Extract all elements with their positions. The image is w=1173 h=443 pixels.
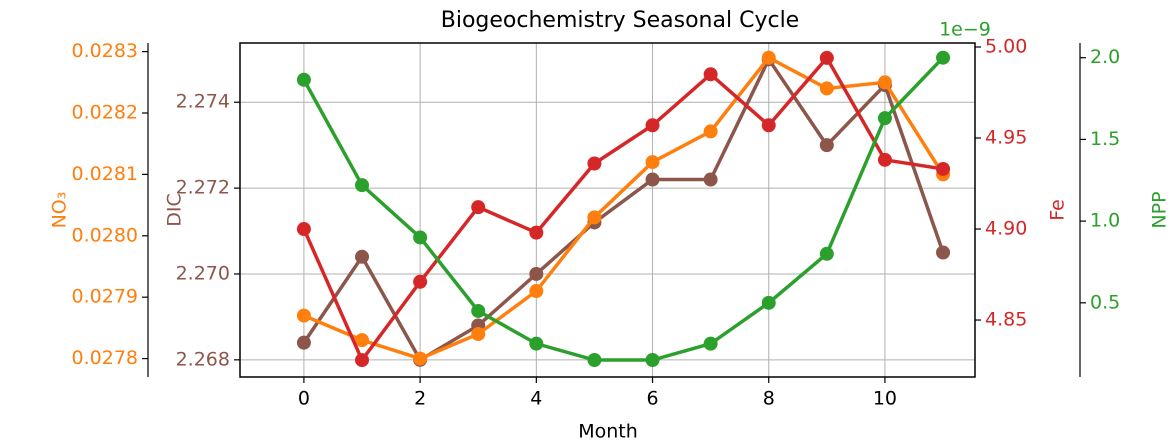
y-tick-label: 0.0283 bbox=[72, 40, 138, 62]
x-axis-label: Month bbox=[578, 421, 638, 443]
x-tick-label: 6 bbox=[646, 388, 658, 410]
marker bbox=[936, 161, 951, 176]
chart-title: Biogeochemistry Seasonal Cycle bbox=[441, 8, 799, 33]
marker bbox=[587, 353, 602, 368]
x-tick-label: 2 bbox=[414, 388, 426, 410]
marker bbox=[587, 210, 602, 225]
y-tick-label: 1.5 bbox=[1090, 128, 1120, 150]
marker bbox=[645, 353, 660, 368]
marker bbox=[936, 50, 951, 65]
marker bbox=[471, 327, 486, 342]
marker bbox=[819, 246, 834, 261]
line bbox=[302, 54, 944, 364]
marker bbox=[355, 178, 370, 193]
y-tick-label: 0.0279 bbox=[72, 286, 138, 308]
y-tick-label: 2.270 bbox=[176, 262, 230, 284]
marker bbox=[529, 266, 544, 281]
y-axis-label: NPP bbox=[1149, 191, 1171, 228]
y-axis-label: NO₃ bbox=[49, 192, 71, 229]
offset-label: 1e−9 bbox=[939, 19, 991, 41]
marker bbox=[761, 50, 776, 65]
marker bbox=[413, 351, 428, 366]
marker bbox=[529, 336, 544, 351]
x-tick-label: 8 bbox=[763, 388, 775, 410]
marker bbox=[877, 152, 892, 167]
marker bbox=[703, 67, 718, 82]
marker bbox=[703, 124, 718, 139]
y-axis-label: Fe bbox=[1047, 199, 1069, 221]
y-tick-label: 2.272 bbox=[176, 177, 230, 199]
marker bbox=[936, 245, 951, 260]
marker bbox=[413, 230, 428, 245]
marker bbox=[819, 81, 834, 96]
line bbox=[303, 55, 945, 361]
y-tick-label: 0.0280 bbox=[72, 224, 138, 246]
marker bbox=[296, 308, 311, 323]
y-tick-label: 1.0 bbox=[1090, 210, 1120, 232]
y-tick-label: 0.5 bbox=[1090, 291, 1120, 313]
marker bbox=[819, 138, 834, 153]
y-tick-label: 0.0281 bbox=[72, 163, 138, 185]
y-tick-label: 4.85 bbox=[985, 309, 1027, 331]
marker bbox=[761, 118, 776, 133]
marker bbox=[703, 172, 718, 187]
marker bbox=[819, 50, 834, 65]
y-tick-label: 4.90 bbox=[985, 218, 1027, 240]
marker bbox=[471, 303, 486, 318]
marker bbox=[645, 172, 660, 187]
marker bbox=[296, 335, 311, 350]
x-tick-label: 4 bbox=[530, 388, 542, 410]
y-tick-label: 2.274 bbox=[176, 91, 230, 113]
marker bbox=[413, 274, 428, 289]
y-tick-label: 4.95 bbox=[985, 127, 1027, 149]
marker bbox=[645, 155, 660, 170]
x-tick-label: 0 bbox=[298, 388, 310, 410]
marker bbox=[355, 249, 370, 264]
marker bbox=[877, 75, 892, 90]
y-tick-label: 2.0 bbox=[1090, 46, 1120, 68]
marker bbox=[587, 156, 602, 171]
marker bbox=[761, 295, 776, 310]
marker bbox=[877, 111, 892, 126]
marker bbox=[296, 72, 311, 87]
y-axis-label: DIC bbox=[164, 193, 186, 227]
plot-frame bbox=[239, 42, 976, 378]
marker bbox=[296, 222, 311, 237]
marker bbox=[529, 225, 544, 240]
marker bbox=[471, 200, 486, 215]
y-tick-label: 0.0278 bbox=[72, 347, 138, 369]
line bbox=[302, 56, 945, 362]
line bbox=[302, 55, 945, 363]
marker bbox=[355, 333, 370, 348]
marker bbox=[355, 353, 370, 368]
marker bbox=[529, 284, 544, 299]
y-tick-label: 0.0282 bbox=[72, 101, 138, 123]
x-tick-label: 10 bbox=[873, 388, 897, 410]
marker bbox=[703, 336, 718, 351]
y-tick-label: 5.00 bbox=[985, 36, 1027, 58]
y-tick-label: 2.268 bbox=[176, 348, 230, 370]
marker bbox=[645, 118, 660, 133]
